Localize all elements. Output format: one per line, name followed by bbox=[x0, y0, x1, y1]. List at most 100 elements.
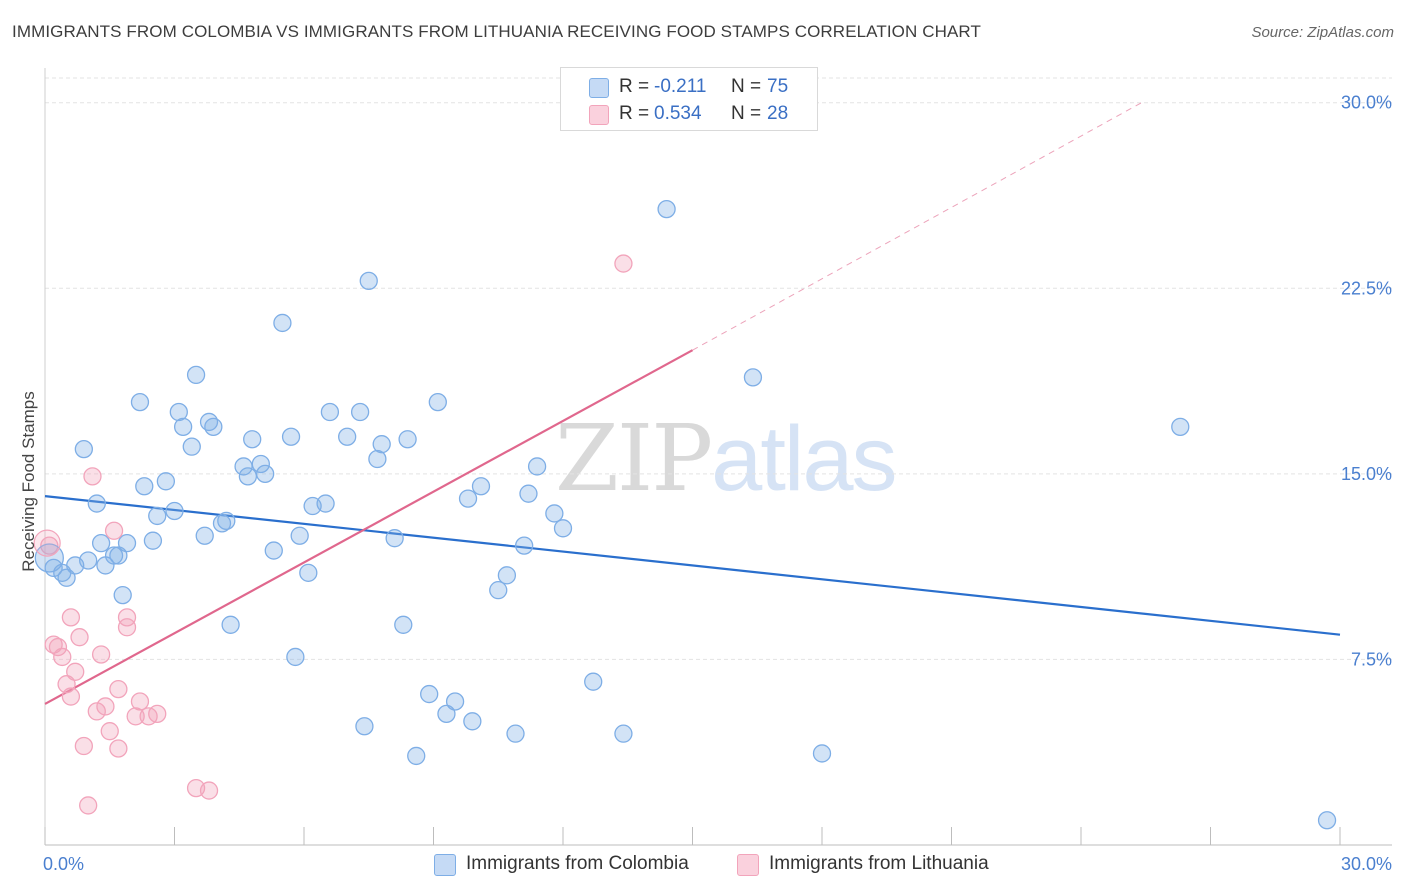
point-colombia bbox=[743, 368, 763, 387]
point-colombia bbox=[135, 477, 154, 496]
point-colombia bbox=[458, 489, 478, 508]
point-colombia bbox=[217, 511, 236, 531]
point-colombia bbox=[195, 526, 214, 545]
point-colombia bbox=[398, 430, 417, 449]
point-lithuania bbox=[79, 796, 98, 815]
trend-line-lithuania bbox=[44, 349, 694, 705]
point-colombia bbox=[104, 546, 124, 565]
point-colombia bbox=[143, 531, 163, 550]
axis-labels: 7.5% 15.0% 22.5% 30.0% 0.0% 30.0% Receiving Fo… bbox=[19, 93, 1392, 874]
point-colombia bbox=[281, 427, 301, 446]
point-colombia bbox=[286, 647, 305, 667]
point-lithuania bbox=[117, 608, 137, 627]
x-tick-label: 30.0% bbox=[1341, 854, 1392, 874]
point-colombia bbox=[66, 556, 85, 575]
series-swatch-colombia bbox=[434, 854, 456, 876]
point-colombia bbox=[385, 529, 404, 548]
point-colombia bbox=[290, 526, 309, 545]
chart-source: Source: ZipAtlas.com bbox=[1251, 24, 1394, 41]
y-tick-label: 7.5% bbox=[1351, 649, 1392, 669]
point-colombia bbox=[584, 672, 603, 691]
point-lithuania bbox=[83, 467, 102, 486]
point-colombia bbox=[91, 533, 111, 553]
grid-lines bbox=[45, 77, 1392, 660]
point-colombia bbox=[316, 494, 335, 513]
legend-n-value: 75 bbox=[767, 76, 789, 97]
point-colombia bbox=[299, 563, 318, 582]
trend-line-lithuania-extension bbox=[692, 102, 1142, 351]
point-colombia bbox=[359, 271, 378, 291]
point-colombia bbox=[173, 417, 193, 437]
point-colombia bbox=[497, 566, 517, 585]
legend-n-label: N = bbox=[731, 76, 762, 97]
point-lithuania bbox=[40, 536, 59, 555]
y-axis-label: Receiving Food Stamps bbox=[19, 391, 38, 571]
point-colombia bbox=[243, 430, 262, 449]
point-colombia bbox=[1317, 811, 1337, 830]
correlation-legend: R = -0.211 N = 75 R = 0.534 N = 28 bbox=[560, 67, 818, 131]
trend-line-colombia bbox=[44, 495, 1341, 636]
point-colombia bbox=[130, 392, 150, 412]
point-colombia bbox=[165, 501, 184, 521]
watermark-atlas: atlas bbox=[711, 408, 897, 510]
point-lithuania bbox=[199, 781, 219, 800]
trend-lines bbox=[44, 102, 1341, 705]
point-colombia bbox=[186, 365, 206, 385]
point-colombia bbox=[117, 533, 137, 553]
y-tick-label: 15.0% bbox=[1341, 464, 1392, 484]
legend-r-label: R = bbox=[619, 76, 650, 97]
legend-r-value: 0.534 bbox=[654, 103, 702, 124]
legend-r-value: -0.211 bbox=[654, 76, 707, 97]
point-colombia bbox=[519, 484, 538, 503]
point-lithuania bbox=[48, 637, 68, 657]
point-lithuania bbox=[70, 628, 89, 647]
data-points bbox=[33, 199, 1337, 830]
point-colombia bbox=[156, 472, 176, 491]
point-colombia bbox=[74, 439, 93, 459]
point-colombia bbox=[148, 506, 167, 526]
point-colombia bbox=[463, 712, 482, 731]
point-colombia bbox=[489, 581, 508, 600]
point-lithuania bbox=[614, 254, 633, 273]
point-colombia bbox=[614, 724, 633, 743]
point-colombia bbox=[238, 467, 258, 486]
point-lithuania bbox=[117, 618, 137, 637]
x-tick-label: 0.0% bbox=[43, 854, 84, 874]
point-lithuania-large bbox=[33, 529, 61, 557]
point-lithuania bbox=[148, 704, 167, 724]
point-lithuania bbox=[130, 692, 150, 711]
legend-row-lithuania: R = 0.534 N = 28 bbox=[561, 101, 817, 127]
point-colombia bbox=[372, 435, 391, 454]
point-colombia bbox=[109, 546, 128, 565]
axes bbox=[44, 68, 1392, 846]
point-colombia bbox=[515, 536, 534, 555]
point-colombia bbox=[471, 477, 491, 496]
series-label-lithuania: Immigrants from Lithuania bbox=[769, 853, 989, 874]
point-colombia bbox=[420, 684, 439, 704]
point-colombia bbox=[428, 392, 447, 412]
point-colombia bbox=[169, 402, 188, 422]
point-lithuania bbox=[74, 736, 93, 756]
point-lithuania bbox=[96, 697, 115, 716]
point-colombia bbox=[545, 504, 564, 523]
point-colombia bbox=[1171, 417, 1190, 437]
point-colombia bbox=[657, 199, 676, 219]
point-colombia bbox=[394, 615, 413, 634]
point-colombia bbox=[445, 692, 465, 711]
series-legend: Immigrants from Colombia Immigrants from… bbox=[0, 852, 1406, 878]
point-colombia bbox=[204, 417, 223, 437]
point-colombia bbox=[87, 494, 106, 513]
legend-swatch-colombia bbox=[589, 78, 609, 98]
legend-row-colombia: R = -0.211 N = 75 bbox=[561, 74, 817, 100]
point-lithuania bbox=[109, 739, 128, 758]
point-colombia bbox=[320, 402, 340, 422]
point-colombia bbox=[355, 717, 374, 736]
legend-swatch-lithuania bbox=[589, 105, 609, 125]
point-colombia bbox=[338, 427, 357, 446]
point-colombia bbox=[527, 457, 547, 476]
y-tick-label: 22.5% bbox=[1341, 278, 1392, 298]
point-colombia bbox=[506, 724, 525, 743]
point-lithuania bbox=[100, 722, 119, 741]
chart-title: IMMIGRANTS FROM COLOMBIA VS IMMIGRANTS F… bbox=[12, 22, 981, 41]
